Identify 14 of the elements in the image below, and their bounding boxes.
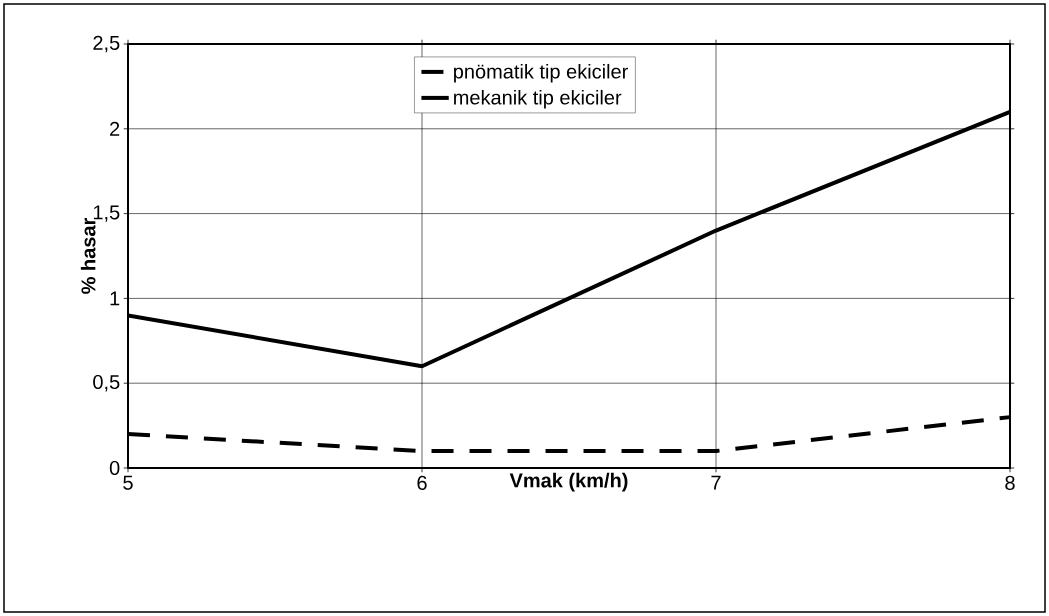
- x-tick-label: 6: [417, 475, 427, 490]
- x-tick-label: 7: [711, 475, 721, 490]
- y-tick-label: 0,5: [93, 374, 120, 392]
- y-axis-title: % hasar: [80, 217, 96, 294]
- y-tick-label: 2: [110, 121, 120, 136]
- y-tick-label: 1: [110, 291, 120, 306]
- x-axis-title: Vmak (km/h): [509, 472, 628, 492]
- y-tick-label: 1,5: [93, 205, 120, 222]
- x-tick-label: 8: [1005, 475, 1015, 490]
- x-tick-label: 5: [123, 475, 133, 490]
- y-tick-label: 2,5: [93, 35, 120, 53]
- legend-label: mekanik tip ekiciler: [454, 89, 622, 109]
- legend-label: pnömatik tip ekiciler: [454, 63, 628, 83]
- y-tick-label: 0: [109, 460, 120, 476]
